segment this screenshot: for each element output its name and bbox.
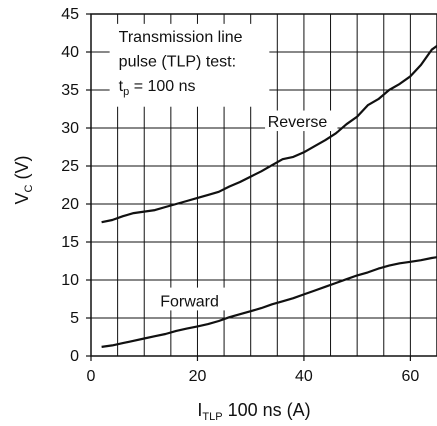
y-tick-label: 30 (61, 120, 79, 137)
x-axis-title-rest: 100 ns (A) (223, 400, 311, 420)
x-tick-label: 20 (189, 368, 207, 385)
annotation-line-3: tp = 100 ns (119, 78, 196, 98)
y-axis-title-rest: (V) (12, 156, 32, 185)
x-tick-label: 40 (295, 368, 313, 385)
x-axis-title-main: I (197, 400, 202, 420)
annotation-tp-rest: = 100 ns (129, 78, 195, 95)
series-line-reverse (101, 45, 437, 224)
annotation-tp-main: t (119, 78, 124, 95)
series-lines (101, 45, 437, 348)
x-axis-title: ITLP 100 ns (A) (197, 400, 310, 423)
annotation-line-1: Transmission line (119, 29, 243, 46)
y-axis-title: VC (V) (12, 156, 35, 205)
series-label-forward: Forward (160, 294, 219, 311)
series-line-forward (101, 256, 437, 348)
annotation-tp-sub: p (123, 86, 129, 98)
y-tick-label: 45 (61, 6, 79, 23)
y-axis-title-sub: C (23, 184, 35, 192)
y-tick-label: 25 (61, 158, 79, 175)
y-tick-label: 0 (70, 348, 79, 365)
x-tick-label: 60 (401, 368, 419, 385)
y-tick-label: 40 (61, 44, 79, 61)
forward-label-background (158, 287, 231, 311)
annotation-line-2: pulse (TLP) test: (119, 53, 236, 70)
x-tick-label: 0 (87, 368, 96, 385)
y-axis-title-main: V (12, 192, 32, 204)
y-tick-label: 35 (61, 82, 79, 99)
annotation-background (109, 23, 270, 107)
y-tick-label: 10 (61, 272, 79, 289)
y-tick-label: 5 (70, 310, 79, 327)
reverse-label-background (265, 110, 338, 132)
y-tick-label: 15 (61, 234, 79, 251)
plot-border (90, 13, 437, 357)
series-label-reverse: Reverse (268, 114, 328, 131)
y-tick-label: 20 (61, 196, 79, 213)
x-axis-title-sub: TLP (202, 411, 222, 423)
axis-ticks: 0 20 40 60 0 5 10 15 20 25 30 35 40 45 (61, 6, 419, 385)
